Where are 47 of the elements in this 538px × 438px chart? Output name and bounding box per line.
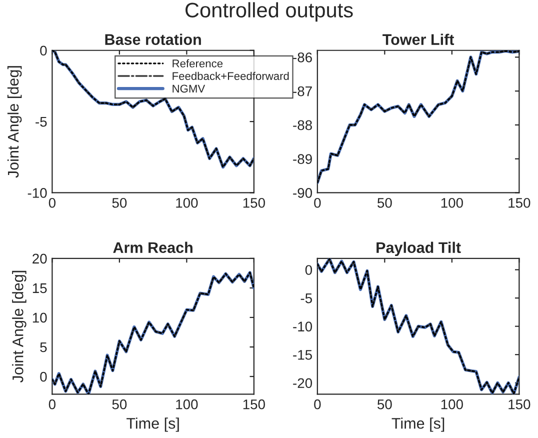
x-tick-label: 0 <box>314 198 321 208</box>
y-axis-title: Joint Angle [deg] <box>12 270 26 383</box>
y-tick-label: 20 <box>32 254 47 264</box>
y-tick-label: -86 <box>293 52 312 62</box>
x-axis-title: Time [s] <box>392 418 444 432</box>
legend-label: NGMV <box>172 84 206 93</box>
y-tick-label: 10 <box>32 312 47 323</box>
y-axis-title: Joint Angle [deg] <box>7 66 22 178</box>
x-tick-label: 0 <box>48 198 56 208</box>
y-tick-label: 0 <box>305 265 312 275</box>
text: Controlled outputs <box>186 2 353 22</box>
line-series <box>317 258 520 394</box>
x-tick-label: 100 <box>176 399 198 410</box>
x-tick-label: 100 <box>441 399 463 410</box>
chart-title: Arm Reach <box>113 242 192 254</box>
y-tick-label: 0 <box>40 372 47 382</box>
legend-label: Reference <box>172 59 223 68</box>
y-tick-label: -87 <box>293 86 312 96</box>
y-tick-label: -15 <box>293 350 312 360</box>
x-tick-label: 50 <box>378 399 392 410</box>
x-tick-label: 100 <box>176 198 198 208</box>
x-axis-title: Time [s] <box>126 418 179 432</box>
y-tick-label: -5 <box>36 117 47 127</box>
x-tick-label: 50 <box>112 198 127 208</box>
y-tick-label: 15 <box>32 283 47 294</box>
y-tick-label: -88 <box>293 120 312 130</box>
x-tick-label: 0 <box>314 399 321 410</box>
y-tick-label: -10 <box>28 188 47 198</box>
y-tick-label: -10 <box>293 322 312 332</box>
y-tick-label: -5 <box>300 294 312 304</box>
y-tick-label: -89 <box>293 154 312 164</box>
y-tick-label: -90 <box>293 188 312 198</box>
x-tick-label: 0 <box>48 399 56 410</box>
chart-title: Base rotation <box>105 34 201 45</box>
x-tick-label: 100 <box>441 198 463 208</box>
chart-title: Payload Tilt <box>376 242 461 256</box>
y-tick-label: 0 <box>40 46 47 56</box>
y-tick-label: 5 <box>40 342 47 352</box>
x-tick-label: 50 <box>112 399 127 410</box>
legend-label: Feedback+Feedforward <box>172 72 289 80</box>
x-tick-label: 150 <box>243 399 265 410</box>
x-tick-label: 50 <box>378 198 392 208</box>
x-tick-label: 150 <box>508 399 530 410</box>
chart-title: Tower Lift <box>382 34 454 45</box>
y-tick-label: -20 <box>293 378 312 388</box>
x-tick-label: 150 <box>508 198 530 208</box>
x-tick-label: 150 <box>243 198 265 208</box>
